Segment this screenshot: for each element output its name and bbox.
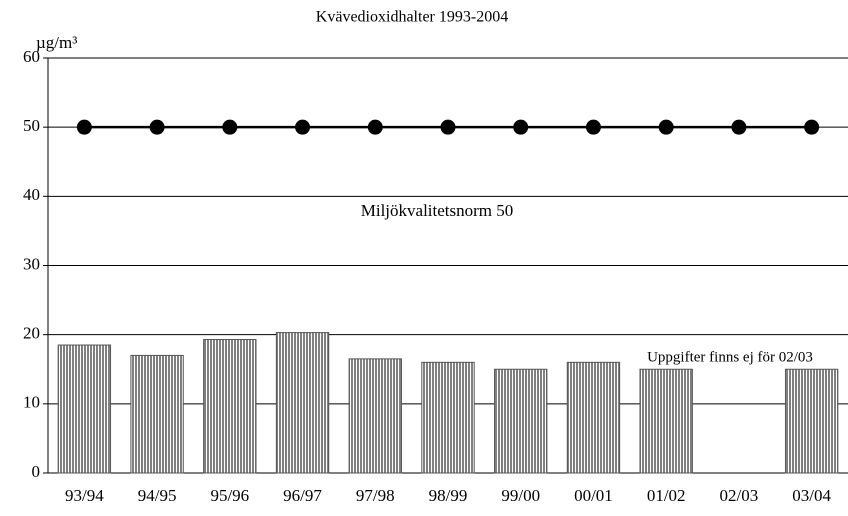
point: [295, 119, 311, 135]
y-tick-label: 10: [23, 393, 40, 412]
y-tick-label: 60: [23, 47, 40, 66]
x-tick-label: 98/99: [429, 486, 468, 505]
x-tick-label: 96/97: [283, 486, 322, 505]
bar: [275, 332, 330, 474]
x-tick-label: 94/95: [138, 486, 177, 505]
bar: [421, 361, 475, 474]
y-axis-label: µg/m³: [36, 33, 77, 52]
bar: [57, 344, 112, 474]
point: [367, 119, 383, 135]
y-tick-label: 40: [23, 185, 40, 204]
annotation: Uppgifter finns ej för 02/03: [647, 349, 813, 365]
bar: [784, 368, 839, 474]
point: [76, 119, 92, 135]
x-tick-label: 00/01: [574, 486, 613, 505]
point: [222, 119, 238, 135]
point: [440, 119, 456, 135]
x-tick-label: 97/98: [356, 486, 395, 505]
bar: [348, 358, 402, 474]
x-tick-label: 99/00: [501, 486, 540, 505]
bar: [494, 368, 548, 474]
point: [585, 119, 601, 135]
x-tick-label: 01/02: [647, 486, 686, 505]
y-tick-label: 0: [32, 462, 41, 481]
point: [731, 119, 747, 135]
point: [149, 119, 165, 135]
x-tick-label: 02/03: [720, 486, 759, 505]
point: [513, 119, 529, 135]
annotation: Miljökvalitetsnorm 50: [361, 201, 514, 220]
bar: [203, 339, 257, 474]
bar: [130, 354, 184, 474]
point: [658, 119, 674, 135]
y-tick-label: 50: [23, 116, 40, 135]
x-tick-label: 95/96: [210, 486, 249, 505]
point: [804, 119, 820, 135]
bar: [639, 368, 693, 474]
x-tick-label: 03/04: [792, 486, 831, 505]
chart-title: Kvävedioxidhalter 1993-2004: [316, 9, 508, 26]
y-tick-label: 30: [23, 254, 40, 273]
x-tick-label: 93/94: [65, 486, 104, 505]
bar: [566, 361, 621, 474]
y-tick-label: 20: [23, 324, 40, 343]
